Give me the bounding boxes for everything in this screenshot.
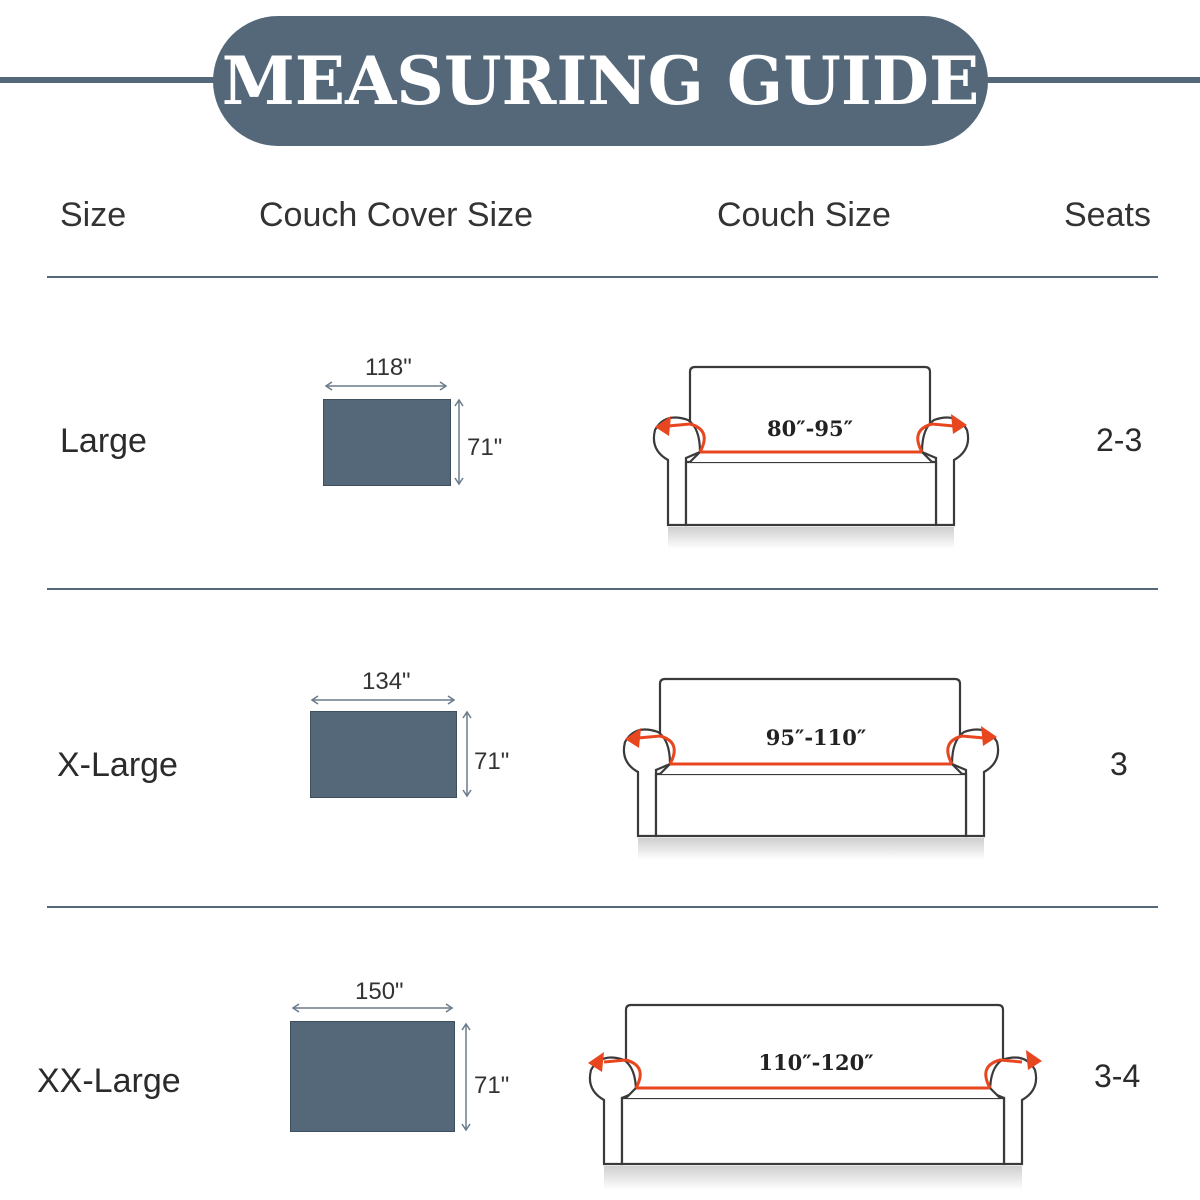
cover-swatch [290,1021,455,1132]
size-label: X-Large [57,746,178,784]
title-rule-left [0,77,220,83]
cover-width-label: 134" [362,668,411,695]
header-couch-cover-size: Couch Cover Size [259,196,534,234]
cover-height-label: 71" [467,434,503,461]
cover-height-label: 71" [474,748,510,775]
size-label: XX-Large [37,1062,181,1100]
size-label: Large [60,422,147,460]
header-seats: Seats [1064,196,1151,234]
divider [47,276,1158,278]
couch-range-text: 110″-120″ [758,1050,873,1075]
cover-swatch [310,711,457,798]
divider [47,906,1158,908]
cover-width-label: 118" [365,354,412,381]
page-title: MEASURING GUIDE [221,42,980,120]
header-size: Size [60,196,127,234]
cover-swatch [323,399,451,486]
seats-label: 3 [1110,746,1128,782]
couch-range-text: 80″-95″ [767,416,853,441]
cover-width-label: 150" [355,978,404,1005]
seats-label: 2-3 [1096,422,1143,458]
divider [47,588,1158,590]
couch-range-text: 95″-110″ [766,725,867,750]
title-rule-right [980,77,1200,83]
title-banner: MEASURING GUIDE [213,16,988,146]
cover-height-label: 71" [474,1072,510,1099]
seats-label: 3-4 [1094,1058,1141,1094]
header-couch-size: Couch Size [717,196,891,234]
